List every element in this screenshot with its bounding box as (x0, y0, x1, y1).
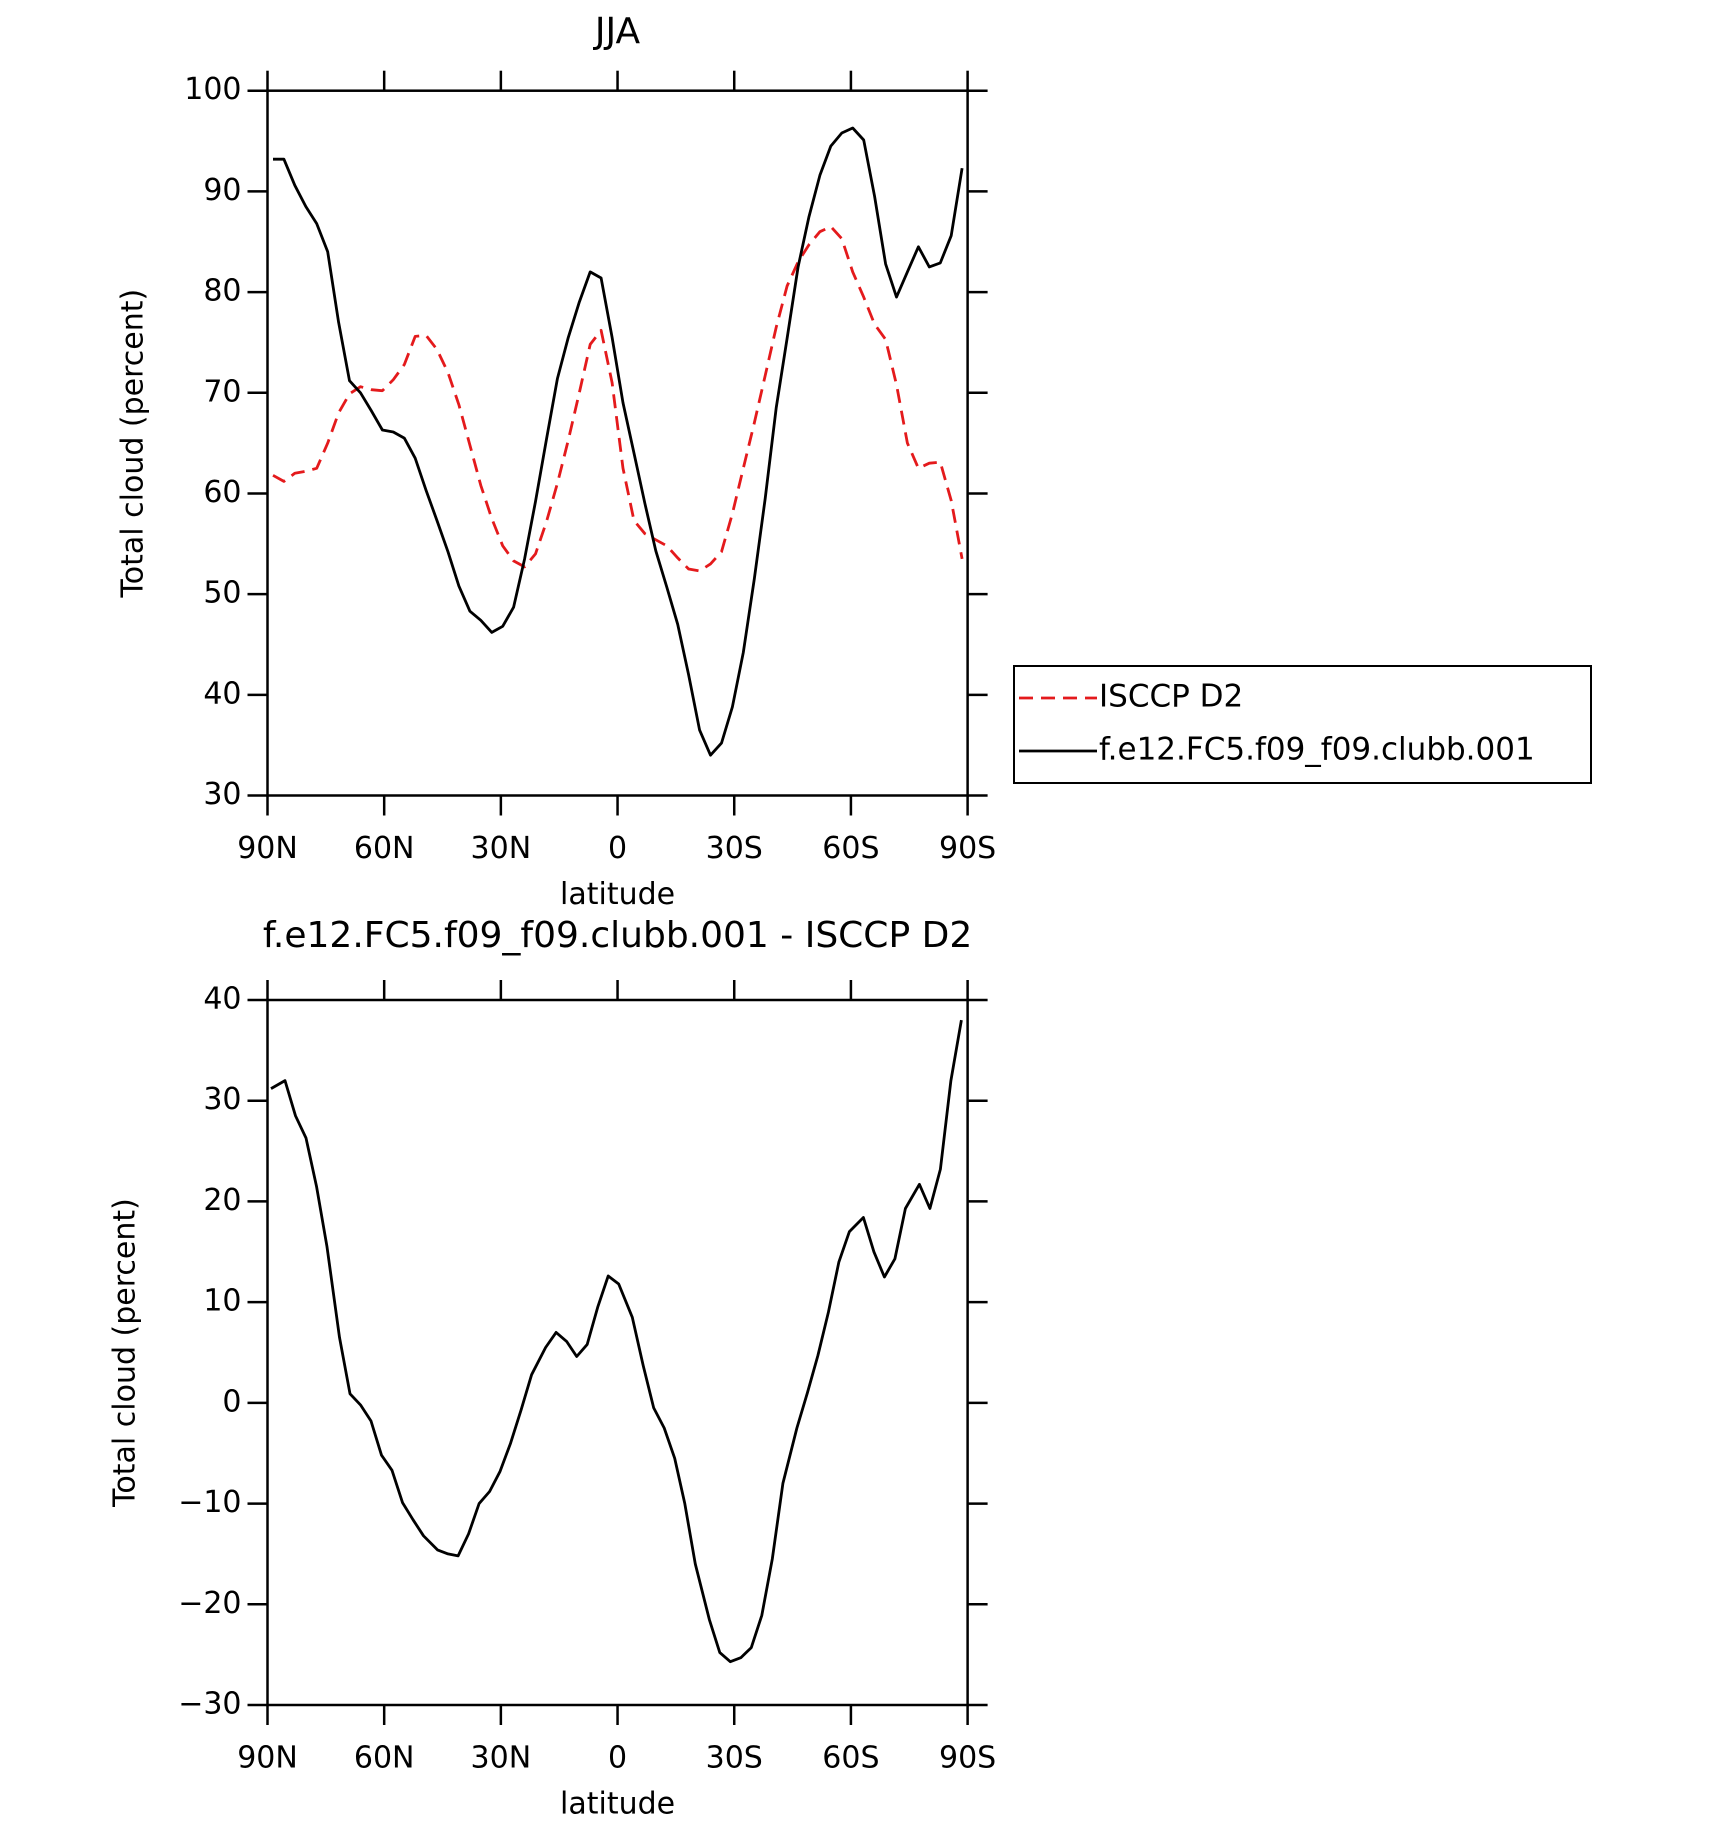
x-tick-label: 30N (471, 831, 532, 866)
y-tick-label: 50 (203, 576, 241, 611)
y-tick-label: 70 (203, 374, 241, 409)
x-axis-label: latitude (560, 1787, 675, 1822)
x-tick-label: 60S (822, 1741, 879, 1776)
legend-label: ISCCP D2 (1099, 679, 1243, 715)
x-tick-label: 60N (354, 831, 415, 866)
y-tick-label: −10 (178, 1485, 241, 1520)
y-tick-label: −30 (178, 1687, 241, 1722)
y-axis-label: Total cloud (percent) (116, 289, 151, 599)
x-tick-label: 30S (706, 831, 763, 866)
legend-box (1013, 665, 1592, 784)
x-tick-label: 30N (471, 1741, 532, 1776)
y-tick-label: 90 (203, 173, 241, 208)
y-tick-label: 40 (203, 982, 241, 1017)
x-tick-label: 90S (939, 1741, 996, 1776)
y-tick-label: −20 (178, 1586, 241, 1621)
y-tick-label: 10 (203, 1284, 241, 1319)
x-tick-label: 90S (939, 831, 996, 866)
chart-title: f.e12.FC5.f09_f09.clubb.001 - ISCCP D2 (263, 915, 972, 956)
y-tick-label: 40 (203, 676, 241, 711)
y-tick-label: 80 (203, 274, 241, 309)
x-tick-label: 60N (354, 1741, 415, 1776)
x-tick-label: 30S (706, 1741, 763, 1776)
data-line (272, 225, 964, 573)
y-tick-label: 30 (203, 777, 241, 812)
y-tick-label: 20 (203, 1183, 241, 1218)
x-tick-label: 90N (237, 1741, 298, 1776)
plot-frame (266, 89, 969, 797)
x-tick-label: 90N (237, 831, 298, 866)
plot-frame (266, 998, 969, 1707)
x-tick-label: 0 (608, 1741, 627, 1776)
legend-label: f.e12.FC5.f09_f09.clubb.001 (1099, 732, 1535, 768)
data-line (273, 126, 964, 757)
x-tick-label: 60S (822, 831, 879, 866)
y-tick-label: 0 (222, 1384, 241, 1419)
y-tick-label: 100 (184, 72, 241, 107)
data-line (270, 1019, 963, 1664)
y-tick-label: 30 (203, 1082, 241, 1117)
y-axis-label: Total cloud (percent) (108, 1198, 143, 1508)
y-tick-label: 60 (203, 475, 241, 510)
x-axis-label: latitude (560, 877, 675, 912)
x-tick-label: 0 (608, 831, 627, 866)
chart-title: JJA (593, 11, 641, 52)
